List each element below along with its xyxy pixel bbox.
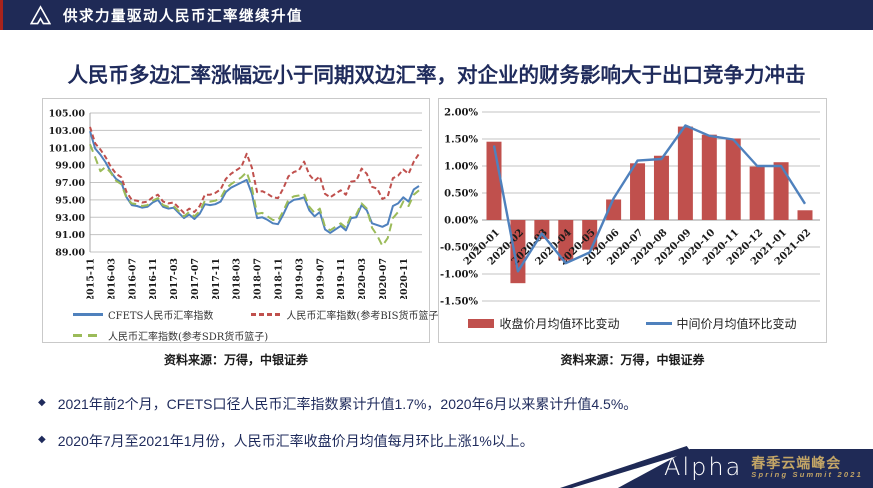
right-chart-legend: 收盘价月均值环比变动 中间价月均值环比变动 <box>439 312 826 332</box>
bullet-item: ◆ 2020年7月至2021年1月份，人民币汇率收盘价月均值每月环比上涨1%以上… <box>38 431 637 451</box>
svg-text:103.00: 103.00 <box>49 126 86 137</box>
svg-text:2020-11: 2020-11 <box>399 258 410 299</box>
bullet-list: ◆ 2021年前2个月，CFETS口径人民币汇率指数累计升值1.7%，2020年… <box>38 394 637 468</box>
left-chart-legend: CFETS人民币汇率指数 人民币汇率指数(参考BIS货币篮子) 人民币汇率指数(… <box>43 304 442 343</box>
legend-label: 中间价月均值环比变动 <box>676 317 797 331</box>
legend-item-bis: 人民币汇率指数(参考BIS货币篮子) <box>251 307 442 322</box>
svg-text:0.50%: 0.50% <box>444 189 478 200</box>
svg-text:2017-11: 2017-11 <box>211 258 222 299</box>
legend-item-sdr: 人民币汇率指数(参考SDR货币篮子) <box>73 328 268 343</box>
footer-banner: Alpha 春季云端峰会 Spring Summit 2021 <box>560 446 873 488</box>
svg-text:2018-11: 2018-11 <box>274 258 285 299</box>
legend-item-cfets: CFETS人民币汇率指数 <box>73 307 213 322</box>
red-bar-swatch-icon <box>468 319 495 328</box>
svg-text:2016-07: 2016-07 <box>127 258 138 299</box>
svg-text:-0.50%: -0.50% <box>440 243 479 254</box>
svg-text:2018-07: 2018-07 <box>253 258 264 299</box>
legend-label: CFETS人民币汇率指数 <box>108 311 214 322</box>
alpha-logo: Alpha <box>664 453 743 482</box>
svg-text:91.00: 91.00 <box>55 230 85 241</box>
header-bar: 供求力量驱动人民币汇率继续升值 <box>0 0 873 30</box>
bullet-text: 2021年前2个月，CFETS口径人民币汇率指数累计升值1.7%，2020年6月… <box>57 396 638 412</box>
multilateral-index-chart-box: 89.00 91.00 93.00 95.00 97.00 99.00 101.00 103.… <box>42 98 442 343</box>
svg-text:97.00: 97.00 <box>55 178 85 189</box>
legend-label: 人民币汇率指数(参考SDR货币篮子) <box>108 332 269 343</box>
green-dash-swatch-icon <box>73 334 103 337</box>
svg-text:101.00: 101.00 <box>49 143 86 154</box>
page-title: 人民币多边汇率涨幅远小于同期双边汇率，对企业的财务影响大于出口竞争力冲击 <box>67 64 806 87</box>
svg-text:-1.00%: -1.00% <box>440 270 479 281</box>
svg-text:2016-03: 2016-03 <box>106 258 117 299</box>
blue-line-swatch-icon <box>645 322 672 325</box>
blue-line-swatch-icon <box>73 313 103 316</box>
svg-text:93.00: 93.00 <box>55 213 85 224</box>
header-red-accent <box>0 0 3 30</box>
bullet-text: 2020年7月至2021年1月份，人民币汇率收盘价月均值每月环比上涨1%以上。 <box>57 433 534 449</box>
legend-item-close-price: 收盘价月均值环比变动 <box>468 315 620 332</box>
svg-text:0.00%: 0.00% <box>444 216 478 227</box>
svg-text:2020-03: 2020-03 <box>357 258 368 299</box>
svg-text:2019-03: 2019-03 <box>294 258 305 299</box>
svg-text:2017-07: 2017-07 <box>190 258 201 299</box>
svg-text:2018-03: 2018-03 <box>232 258 243 299</box>
svg-text:1.00%: 1.00% <box>444 162 478 173</box>
svg-text:99.00: 99.00 <box>55 161 85 172</box>
mom-change-chart-box: -1.50% -1.00% -0.50% 0.00% 0.50% 1.00% 1.50% 2.… <box>438 98 827 343</box>
event-name-en: Spring Summit 2021 <box>751 470 863 480</box>
svg-text:105.00: 105.00 <box>49 109 86 120</box>
svg-text:2019-11: 2019-11 <box>336 258 347 299</box>
svg-text:89.00: 89.00 <box>55 248 85 259</box>
legend-item-central-parity: 中间价月均值环比变动 <box>645 315 797 332</box>
legend-label: 收盘价月均值环比变动 <box>499 317 620 331</box>
header-title: 供求力量驱动人民币汇率继续升值 <box>63 8 303 25</box>
mom-change-bar-line-chart: -1.50% -1.00% -0.50% 0.00% 0.50% 1.00% 1.50% 2.… <box>440 108 820 308</box>
bullet-item: ◆ 2021年前2个月，CFETS口径人民币汇率指数累计升值1.7%，2020年… <box>38 394 637 414</box>
source-note-right: 资料来源：万得，中银证券 <box>560 353 705 367</box>
alpha-triangle-icon <box>30 5 51 25</box>
legend-label: 人民币汇率指数(参考BIS货币篮子) <box>286 311 443 322</box>
svg-text:2017-03: 2017-03 <box>169 258 180 299</box>
cny-index-line-chart: 89.00 91.00 93.00 95.00 97.00 99.00 101.00 103.… <box>49 109 422 302</box>
svg-text:1.50%: 1.50% <box>444 135 478 146</box>
svg-text:2020-07: 2020-07 <box>378 258 389 299</box>
diamond-bullet-icon: ◆ <box>38 397 46 408</box>
svg-text:2015-11: 2015-11 <box>86 258 97 299</box>
source-note-left: 资料来源：万得，中银证券 <box>163 353 308 367</box>
svg-text:2019-07: 2019-07 <box>315 258 326 299</box>
svg-text:95.00: 95.00 <box>55 195 85 206</box>
svg-text:2016-11: 2016-11 <box>148 258 159 299</box>
diamond-bullet-icon: ◆ <box>38 434 46 445</box>
red-dash-swatch-icon <box>251 313 282 316</box>
svg-text:2.00%: 2.00% <box>444 108 478 119</box>
event-name-cn: 春季云端峰会 <box>751 455 842 471</box>
svg-text:-1.50%: -1.50% <box>440 297 479 308</box>
